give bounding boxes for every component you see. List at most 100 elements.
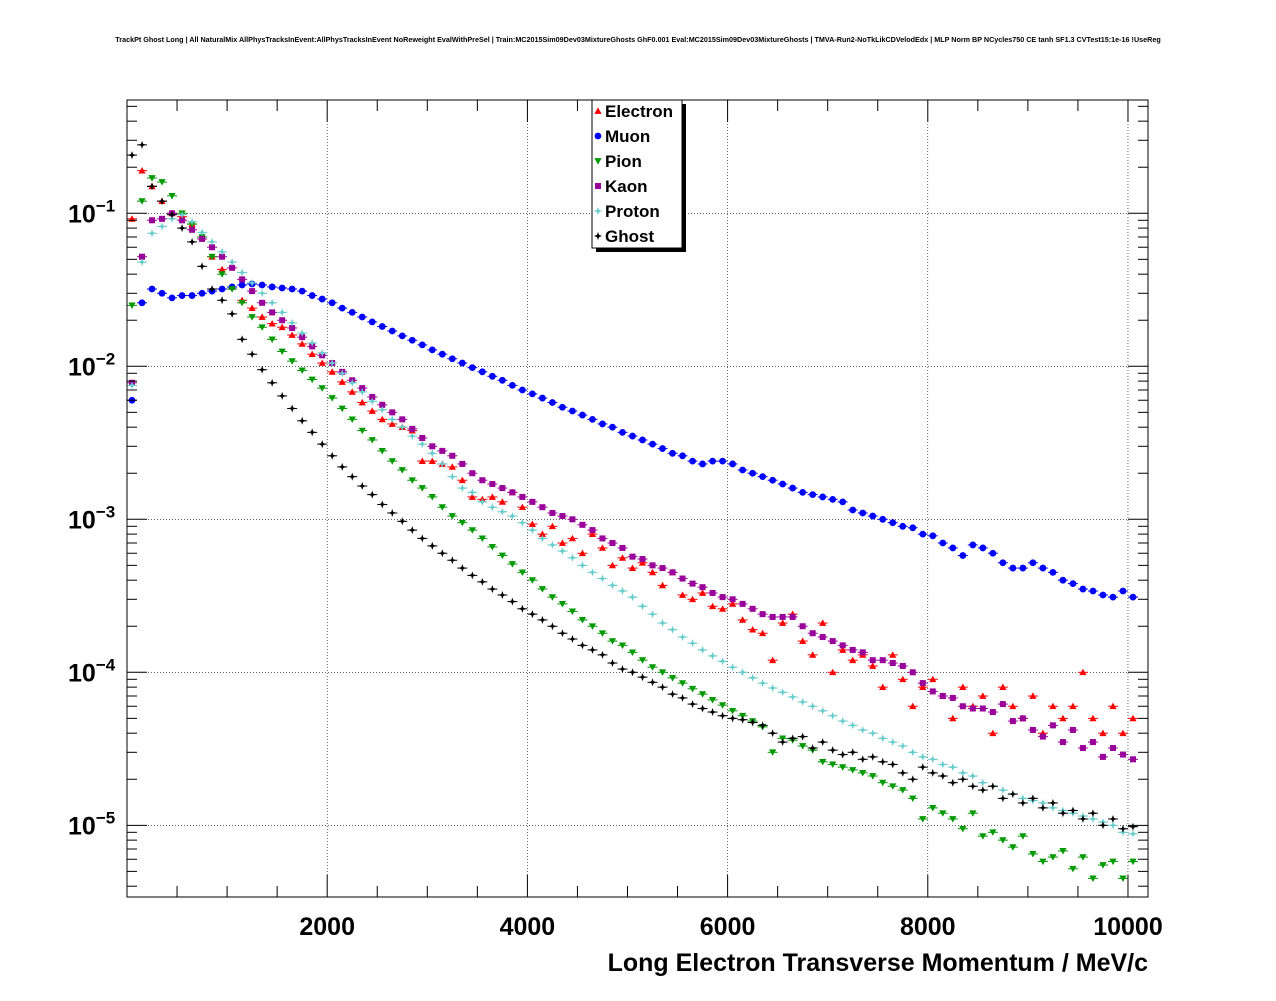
ghost-point xyxy=(378,500,387,509)
pion-point xyxy=(628,649,637,656)
muon-point xyxy=(709,457,716,465)
pion-point xyxy=(298,367,306,375)
pion-point xyxy=(488,544,496,551)
proton-point xyxy=(448,472,457,481)
x-tick-label: 6000 xyxy=(700,913,756,941)
pion-point xyxy=(498,552,506,560)
electron-point xyxy=(288,331,296,338)
electron-point xyxy=(919,683,927,691)
electron-point xyxy=(218,265,226,273)
pion-point xyxy=(518,569,526,576)
pion-point xyxy=(979,833,987,840)
pion-point xyxy=(769,749,777,756)
electron-point xyxy=(518,503,526,511)
pion-point xyxy=(728,707,737,715)
proton-point xyxy=(408,432,417,441)
proton-point xyxy=(818,706,827,715)
kaon-point xyxy=(929,688,936,695)
pion-point xyxy=(248,314,256,321)
axis-layer: 2000 4000 6000 8000 10000 10−5 10−4 10−3 10−2 10−… xyxy=(68,100,1163,941)
kaon-point xyxy=(859,649,866,656)
pion-point xyxy=(859,770,867,777)
x-axis-label: Long Electron Transverse Momentum / MeV/… xyxy=(608,949,1149,977)
ghost-point xyxy=(598,650,607,659)
pion-point xyxy=(1029,851,1037,858)
kaon-point xyxy=(659,565,666,572)
kaon-point xyxy=(1029,726,1036,733)
proton-point xyxy=(418,440,427,449)
proton-point xyxy=(458,484,467,493)
ghost-point xyxy=(888,760,897,769)
legend-label-ghost: Ghost xyxy=(605,227,654,246)
ghost-point xyxy=(498,591,507,599)
ghost-point xyxy=(918,763,927,772)
kaon-point xyxy=(639,556,646,563)
ghost-point xyxy=(948,778,957,787)
y-tick-label: 10−3 xyxy=(68,502,115,534)
electron-point xyxy=(1109,702,1117,710)
muon-point xyxy=(1019,564,1027,572)
pion-point xyxy=(408,477,416,484)
ghost-point xyxy=(128,151,136,160)
pion-point xyxy=(1069,865,1077,873)
ghost-point xyxy=(618,665,627,674)
proton-point xyxy=(698,645,707,654)
kaon-point xyxy=(799,623,806,630)
muon-point xyxy=(859,509,867,517)
electron-point xyxy=(829,668,837,676)
muon-point xyxy=(1049,568,1057,576)
proton-point xyxy=(238,268,247,277)
pion-point xyxy=(428,494,436,501)
muon-point xyxy=(198,289,206,297)
kaon-point xyxy=(809,630,816,637)
kaon-point xyxy=(789,613,796,620)
kaon-point xyxy=(579,521,586,528)
pion-point xyxy=(128,302,136,310)
ghost-point xyxy=(848,748,857,757)
ghost-point xyxy=(348,472,357,481)
ghost-point xyxy=(628,668,637,677)
muon-point xyxy=(458,359,466,367)
proton-point xyxy=(948,763,957,772)
pion-point xyxy=(168,192,176,200)
pion-point xyxy=(698,691,707,698)
ghost-point xyxy=(678,693,687,702)
legend-label-proton: Proton xyxy=(605,202,660,221)
proton-point xyxy=(738,668,747,677)
kaon-point xyxy=(669,569,676,576)
ghost-point xyxy=(1099,821,1107,830)
electron-point xyxy=(308,350,316,358)
electron-point xyxy=(598,544,607,551)
series-ghost xyxy=(127,140,1138,833)
kaon-point xyxy=(999,701,1006,708)
kaon-point xyxy=(559,513,566,520)
ghost-point xyxy=(1119,824,1127,833)
pion-point xyxy=(378,447,386,455)
proton-point xyxy=(318,349,327,358)
electron-point xyxy=(959,683,967,691)
electron-point xyxy=(869,662,877,669)
pion-point xyxy=(558,601,567,608)
pion-point xyxy=(718,702,727,709)
kaon-point xyxy=(269,309,276,316)
electron-point xyxy=(1089,714,1097,722)
kaon-point xyxy=(1009,718,1016,725)
proton-point xyxy=(868,729,877,738)
proton-point xyxy=(708,651,717,660)
ghost-point xyxy=(308,428,317,437)
ghost-point xyxy=(908,775,917,784)
kaon-point xyxy=(369,393,376,400)
proton-point xyxy=(178,210,187,219)
kaon-point xyxy=(1109,745,1116,752)
muon-point xyxy=(508,382,516,389)
pion-point xyxy=(358,427,366,435)
electron-point xyxy=(718,605,727,612)
ghost-point xyxy=(1088,809,1097,818)
ghost-point xyxy=(708,708,717,716)
ghost-point xyxy=(998,794,1007,803)
muon-point xyxy=(969,541,977,549)
pion-point xyxy=(418,485,426,492)
kaon-point xyxy=(699,584,706,591)
proton-point xyxy=(1038,799,1047,807)
muon-point xyxy=(398,332,406,340)
